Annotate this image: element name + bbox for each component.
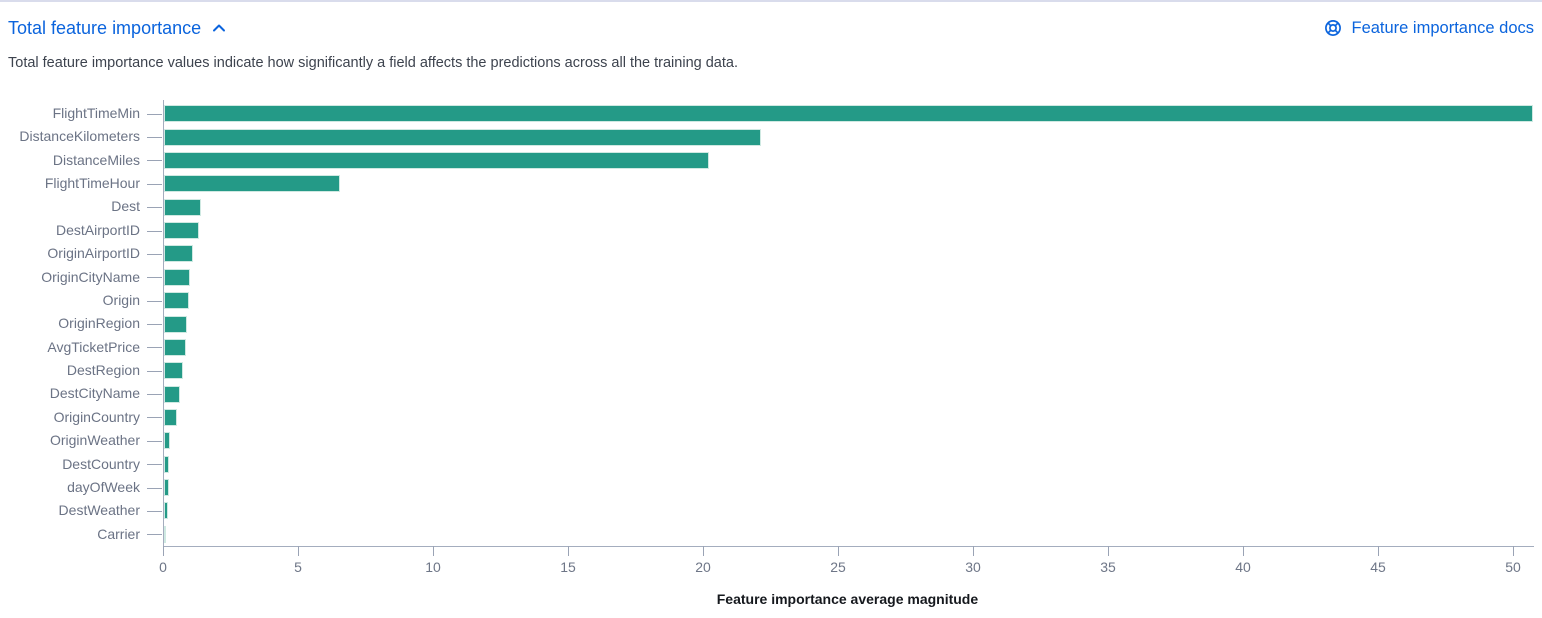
x-axis-line	[163, 546, 1534, 547]
x-axis-tick-label: 30	[965, 559, 981, 575]
y-axis-tick	[147, 417, 162, 419]
y-axis-label: OriginCityName	[41, 268, 140, 285]
y-axis-label: OriginRegion	[58, 315, 140, 332]
x-axis-tick	[973, 546, 974, 556]
y-axis-label: Origin	[102, 291, 140, 308]
y-axis-label: OriginAirportID	[47, 245, 140, 262]
y-axis-label: FlightTimeHour	[44, 175, 140, 192]
bar[interactable]	[164, 128, 761, 146]
y-axis-tick	[147, 347, 162, 349]
bar[interactable]	[164, 479, 169, 497]
y-axis-tick	[147, 207, 162, 209]
y-axis-tick	[147, 300, 162, 302]
y-axis-tick	[147, 277, 162, 279]
bar[interactable]	[164, 151, 710, 169]
bar[interactable]	[164, 362, 183, 380]
y-axis-label: Carrier	[97, 525, 140, 542]
x-axis-tick	[1243, 546, 1244, 556]
y-axis-label: dayOfWeek	[67, 478, 140, 495]
y-axis-label: OriginCountry	[53, 408, 140, 425]
y-axis-tick	[147, 440, 162, 442]
bar[interactable]	[164, 455, 170, 473]
x-axis-tick-label: 35	[1100, 559, 1116, 575]
feature-importance-docs-link[interactable]: Feature importance docs	[1323, 18, 1534, 38]
x-axis-tick-label: 45	[1370, 559, 1386, 575]
bar[interactable]	[164, 525, 166, 543]
x-axis-title: Feature importance average magnitude	[716, 591, 979, 607]
x-axis-tick	[163, 546, 164, 556]
x-axis-tick	[1378, 546, 1379, 556]
x-axis-tick	[433, 546, 434, 556]
x-axis-tick	[568, 546, 569, 556]
y-axis-tick	[147, 324, 162, 325]
bar[interactable]	[164, 502, 168, 520]
docs-link-label: Feature importance docs	[1351, 18, 1534, 37]
y-axis-tick	[147, 160, 162, 162]
bar[interactable]	[164, 175, 340, 193]
y-axis-label: AvgTicketPrice	[47, 338, 140, 355]
y-axis-label: DistanceMiles	[52, 151, 140, 168]
y-axis-tick	[147, 394, 162, 396]
y-axis-tick	[147, 487, 162, 489]
x-axis-tick	[838, 546, 839, 556]
y-axis-tick	[147, 230, 162, 232]
bar[interactable]	[164, 432, 170, 450]
bar[interactable]	[164, 105, 1533, 123]
x-axis-tick-label: 25	[830, 559, 846, 575]
y-axis-label: FlightTimeMin	[52, 105, 140, 121]
x-axis-tick-label: 5	[294, 559, 302, 575]
bar[interactable]	[164, 408, 177, 426]
y-axis-tick	[147, 183, 162, 185]
y-axis-label: Dest	[111, 198, 140, 215]
feature-importance-chart: Feature importance average magnitude Fli…	[0, 100, 1542, 618]
section-title: Total feature importance	[8, 17, 202, 38]
help-lifering-icon	[1323, 18, 1343, 38]
x-axis-tick-label: 15	[560, 559, 576, 575]
bar[interactable]	[164, 315, 188, 333]
bar[interactable]	[164, 338, 187, 356]
x-axis-tick-label: 50	[1505, 559, 1521, 575]
y-axis-tick	[147, 370, 162, 372]
x-axis-tick	[703, 546, 704, 556]
bar[interactable]	[164, 268, 191, 286]
chevron-up-icon	[211, 20, 227, 36]
y-axis-label: DestWeather	[58, 502, 140, 519]
x-axis-tick-label: 10	[425, 559, 441, 575]
bar[interactable]	[164, 222, 200, 240]
bar[interactable]	[164, 385, 180, 403]
y-axis-line	[163, 100, 164, 556]
y-axis-label: DistanceKilometers	[19, 128, 140, 145]
total-feature-importance-toggle[interactable]: Total feature importance	[8, 18, 227, 39]
y-axis-tick	[147, 510, 162, 512]
bar[interactable]	[164, 245, 194, 263]
x-axis-tick	[1108, 546, 1109, 556]
x-axis-tick	[1513, 546, 1514, 556]
section-header: Total feature importance	[8, 14, 1534, 42]
y-axis-label: DestCountry	[62, 455, 140, 472]
bar[interactable]	[164, 292, 189, 310]
y-axis-tick	[147, 464, 162, 466]
x-axis-tick-label: 20	[695, 559, 711, 575]
y-axis-label: DestCityName	[49, 385, 140, 402]
x-axis-tick-label: 40	[1235, 559, 1251, 575]
bar[interactable]	[164, 198, 201, 216]
y-axis-tick	[147, 137, 162, 139]
y-axis-label: OriginWeather	[49, 432, 140, 449]
x-axis-tick-label: 0	[159, 559, 167, 575]
section-description: Total feature importance values indicate…	[8, 55, 738, 71]
y-axis-label: DestRegion	[66, 362, 140, 379]
y-axis-label: DestAirportID	[55, 221, 140, 238]
x-axis-tick	[298, 546, 299, 556]
y-axis-tick	[147, 113, 162, 115]
y-axis-tick	[147, 534, 162, 536]
y-axis-tick	[147, 253, 162, 255]
